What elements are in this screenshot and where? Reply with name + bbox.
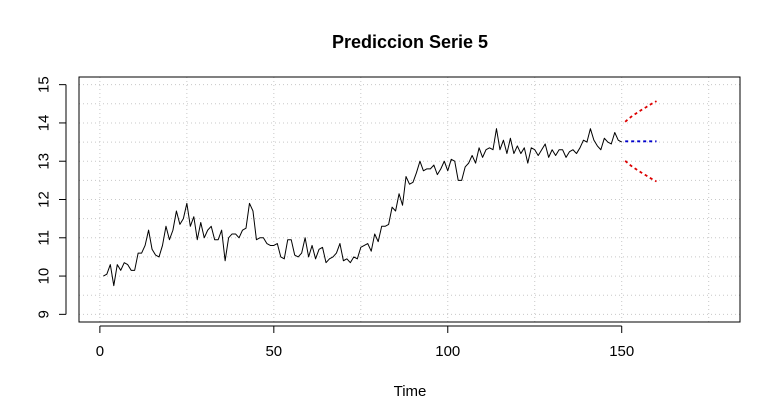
y-tick-label: 10 (36, 268, 53, 285)
x-tick-label: 50 (265, 343, 282, 360)
series-observed-line (103, 128, 622, 287)
y-tick-label: 14 (36, 115, 53, 132)
grid (79, 77, 740, 322)
series-lower-bound-line (624, 160, 657, 183)
x-tick-label: 0 (96, 343, 104, 360)
x-tick-label: 100 (435, 343, 460, 360)
y-tick-label: 15 (36, 76, 53, 93)
y-tick-label: 13 (36, 153, 53, 170)
y-tick-label: 9 (36, 310, 53, 318)
chart-title: Prediccion Serie 5 (332, 32, 488, 52)
x-tick-label: 150 (609, 343, 634, 360)
plot-frame (78, 76, 741, 323)
y-tick-label: 11 (36, 230, 53, 246)
plot-series (103, 100, 657, 287)
x-axis-label: Time (394, 383, 427, 400)
axes: 0 50 100 150 9 10 11 12 13 14 15 (36, 76, 635, 360)
y-tick-label: 12 (36, 191, 53, 208)
series-upper-bound-line (624, 100, 657, 123)
